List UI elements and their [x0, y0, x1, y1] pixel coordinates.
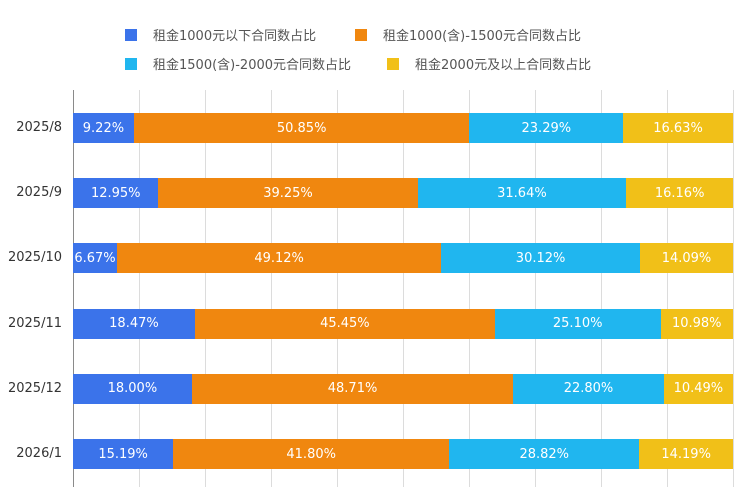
grid-line [535, 90, 536, 487]
bar-segment[interactable]: 10.49% [663, 373, 733, 404]
grid-line [271, 90, 272, 487]
legend-swatch-icon [125, 28, 137, 41]
bar-segment[interactable]: 50.85% [133, 113, 470, 143]
bar-segment[interactable]: 10.98% [660, 308, 733, 339]
legend-swatch-icon [387, 57, 399, 70]
bar-segment[interactable]: 9.22% [73, 113, 134, 143]
legend-item-below-1000[interactable]: 租金1000元以下合同数占比 [125, 25, 316, 44]
bar-segment[interactable]: 18.47% [73, 308, 195, 339]
bar-segment[interactable]: 16.16% [626, 178, 733, 209]
category-label: 2025/9 [16, 185, 62, 201]
legend-item-2000-plus[interactable]: 租金2000元及以上合同数占比 [387, 54, 591, 73]
grid-line [469, 90, 470, 487]
bar-segment[interactable]: 25.10% [494, 308, 661, 339]
bar-row: 9.22% 50.85% 23.29% 16.63% [73, 113, 733, 143]
grid-line [601, 90, 602, 487]
bar-segment[interactable]: 28.82% [449, 439, 640, 469]
bar-segment[interactable]: 15.19% [73, 439, 174, 469]
plot-area: 9.22% 50.85% 23.29% 16.63% 12.95% 39.25% 31.64… [73, 90, 734, 487]
bar-segment[interactable]: 39.25% [158, 178, 418, 209]
legend-item-1000-1500[interactable]: 租金1000(含)-1500元合同数占比 [355, 25, 581, 44]
bar-row: 6.67% 49.12% 30.12% 14.09% [73, 243, 733, 274]
legend-label: 租金1000(含)-1500元合同数占比 [383, 29, 582, 44]
category-label: 2025/12 [7, 380, 62, 396]
bar-segment[interactable]: 23.29% [469, 113, 624, 143]
category-label: 2025/11 [7, 315, 62, 331]
bar-segment[interactable]: 41.80% [173, 439, 450, 469]
chart-legend: 租金1000元以下合同数占比 租金1000(含)-1500元合同数占比 租金15… [0, 0, 750, 80]
grid-line [403, 90, 404, 487]
bar-segment[interactable]: 16.63% [623, 113, 733, 143]
legend-swatch-icon [355, 28, 367, 41]
bar-row: 18.47% 45.45% 25.10% 10.98% [73, 308, 733, 339]
grid-line [337, 90, 338, 487]
legend-label: 租金1500(含)-2000元合同数占比 [153, 58, 352, 73]
bar-segment[interactable]: 45.45% [194, 308, 495, 339]
y-axis-line [73, 90, 74, 487]
legend-swatch-icon [125, 57, 137, 70]
grid-line [733, 90, 734, 487]
bar-segment[interactable]: 12.95% [73, 178, 159, 209]
category-label: 2026/1 [16, 446, 62, 461]
bar-segment[interactable]: 31.64% [417, 178, 627, 209]
bar-segment[interactable]: 18.00% [73, 373, 192, 404]
grid-line [139, 90, 140, 487]
bar-segment[interactable]: 22.80% [513, 373, 664, 404]
bar-segment[interactable]: 14.19% [639, 439, 733, 469]
category-label: 2025/10 [7, 250, 62, 266]
bar-segment[interactable]: 30.12% [441, 243, 640, 274]
legend-label: 租金1000元以下合同数占比 [153, 29, 317, 44]
grid-line [667, 90, 668, 487]
legend-label: 租金2000元及以上合同数占比 [415, 58, 592, 73]
bar-segment[interactable]: 6.67% [73, 243, 118, 274]
bar-segment[interactable]: 14.09% [639, 243, 733, 274]
category-label: 2025/8 [16, 120, 62, 135]
grid-line [205, 90, 206, 487]
bar-row: 12.95% 39.25% 31.64% 16.16% [73, 178, 733, 209]
legend-item-1500-2000[interactable]: 租金1500(含)-2000元合同数占比 [125, 54, 351, 73]
bar-segment[interactable]: 49.12% [117, 243, 442, 274]
bar-row: 15.19% 41.80% 28.82% 14.19% [73, 439, 733, 469]
bar-row: 18.00% 48.71% 22.80% 10.49% [73, 373, 733, 404]
bar-segment[interactable]: 48.71% [191, 373, 514, 404]
